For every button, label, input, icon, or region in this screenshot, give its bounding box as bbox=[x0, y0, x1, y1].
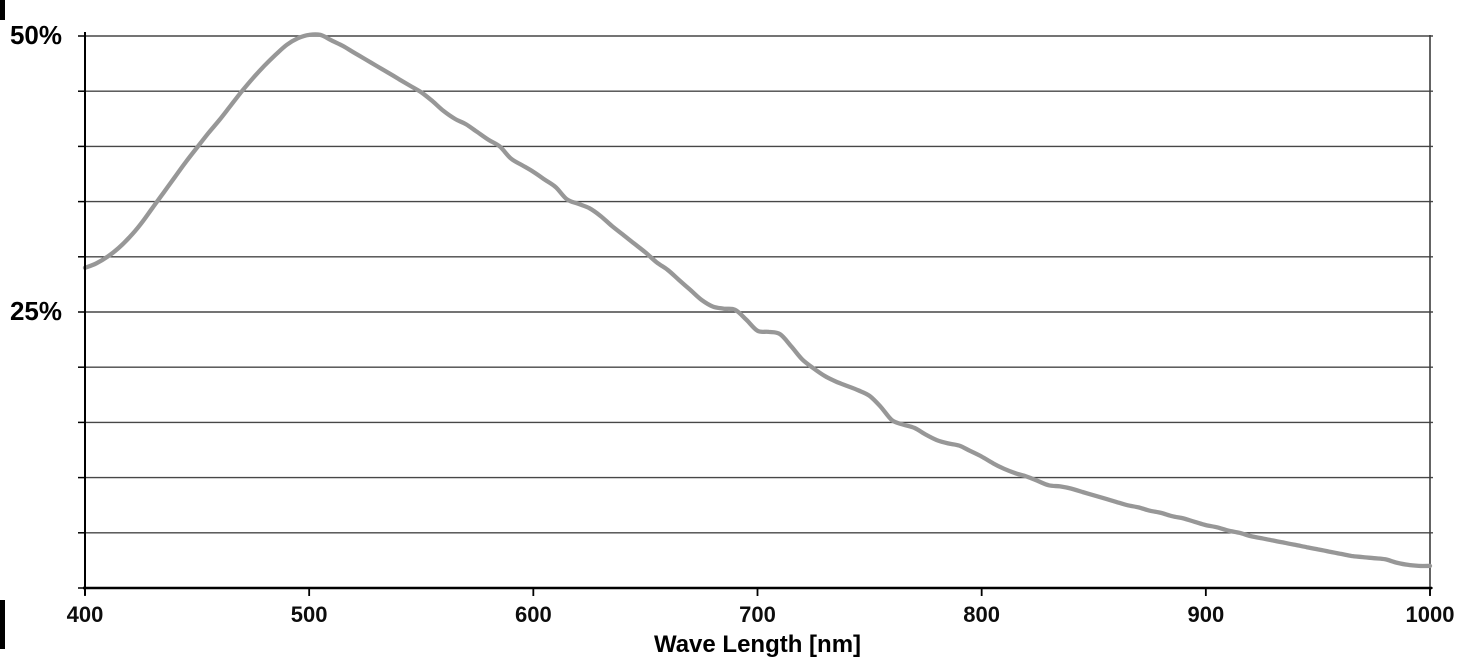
x-axis-tick-label-1000: 1000 bbox=[1405, 602, 1455, 627]
x-axis-title: Wave Length [nm] bbox=[653, 631, 862, 658]
y-axis-tick-label-25: 25% bbox=[9, 296, 62, 326]
x-axis-tick-label-600: 600 bbox=[514, 602, 552, 627]
x-axis-tick-label-500: 500 bbox=[290, 602, 328, 627]
x-axis-tick-label-700: 700 bbox=[739, 602, 776, 627]
x-axis-tick-label-900: 900 bbox=[1187, 602, 1225, 627]
x-axis-tick-label-400: 400 bbox=[66, 602, 104, 627]
spectral-response-curve bbox=[82, 32, 1433, 569]
screen-edge-artifact-bottom bbox=[0, 600, 5, 649]
y-axis-tick-label-50: 50% bbox=[9, 20, 62, 50]
x-axis-tick-label-800: 800 bbox=[963, 602, 1001, 627]
screen-edge-artifact-top bbox=[0, 0, 5, 20]
